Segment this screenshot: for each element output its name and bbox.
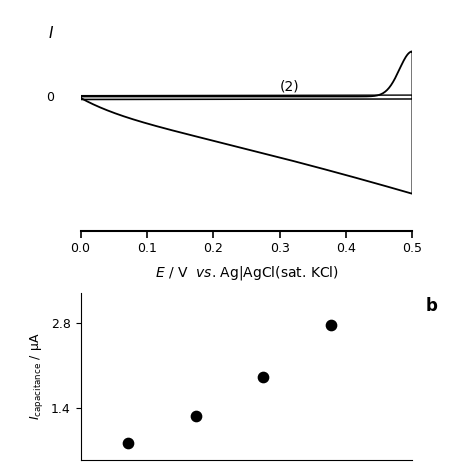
Point	[328, 321, 335, 328]
Point	[192, 412, 200, 419]
Point	[124, 439, 132, 447]
Text: $I$: $I$	[48, 25, 54, 41]
X-axis label: $E$ / V  $\mathit{vs}$. Ag|AgCl(sat. KCl): $E$ / V $\mathit{vs}$. Ag|AgCl(sat. KCl)	[155, 264, 338, 282]
Text: (2): (2)	[280, 80, 299, 93]
Text: 0: 0	[46, 91, 54, 104]
Y-axis label: $I_{\mathrm{capacitance}}$ / μA: $I_{\mathrm{capacitance}}$ / μA	[28, 333, 46, 420]
Point	[260, 373, 267, 381]
Text: b: b	[426, 297, 438, 315]
